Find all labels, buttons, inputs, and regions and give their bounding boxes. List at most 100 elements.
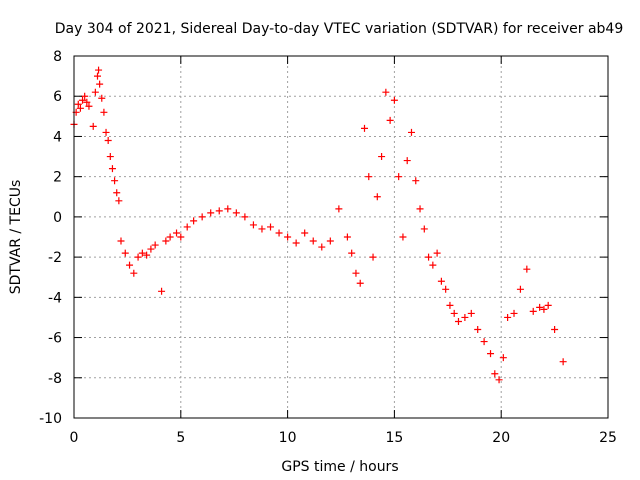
data-point (198, 213, 206, 221)
data-point (111, 177, 119, 185)
data-point (516, 285, 524, 293)
data-point (326, 237, 334, 245)
data-point (395, 173, 403, 181)
data-point (147, 245, 155, 253)
chart-title: Day 304 of 2021, Sidereal Day-to-day VTE… (55, 21, 624, 37)
data-point (309, 237, 317, 245)
data-point (258, 225, 266, 233)
data-point (215, 207, 223, 215)
data-point (151, 241, 159, 249)
data-point (100, 108, 108, 116)
data-point (504, 313, 512, 321)
x-tick-label: 20 (492, 430, 510, 446)
data-point (378, 153, 386, 161)
data-point (224, 205, 232, 213)
data-point (544, 301, 552, 309)
data-point (529, 307, 537, 315)
data-point (190, 217, 198, 225)
data-point (551, 326, 559, 334)
data-point (523, 265, 531, 273)
axis-ticks: 0 5 10 15 20 25 -10 -8 -6 -4 -2 0 2 4 6 8 (39, 49, 617, 446)
y-tick-label: 6 (53, 89, 62, 105)
data-point (232, 209, 240, 217)
data-point (130, 269, 138, 277)
data-point (480, 338, 488, 346)
data-point (416, 205, 424, 213)
data-point (104, 136, 112, 144)
data-point (93, 72, 101, 80)
data-point (95, 66, 103, 74)
x-axis-label: GPS time / hours (281, 459, 398, 475)
data-point (429, 261, 437, 269)
data-point (81, 92, 89, 100)
data-point (343, 233, 351, 241)
y-tick-label: 2 (53, 170, 62, 186)
data-points (70, 66, 567, 384)
data-point (207, 209, 215, 217)
data-point (356, 279, 364, 287)
data-point (158, 287, 166, 295)
data-point (241, 213, 249, 221)
y-tick-label: -6 (48, 331, 62, 347)
y-axis-label: SDTVAR / TECUs (8, 180, 24, 295)
data-point (267, 223, 275, 231)
data-point (162, 237, 170, 245)
data-point (386, 116, 394, 124)
data-point (467, 309, 475, 317)
data-point (499, 354, 507, 362)
x-tick-label: 5 (176, 430, 185, 446)
data-point (407, 128, 415, 136)
data-point (491, 370, 499, 378)
data-point (249, 221, 257, 229)
y-tick-label: -4 (48, 290, 62, 306)
data-point (74, 100, 82, 108)
data-point (284, 233, 292, 241)
data-point (173, 229, 181, 237)
data-point (425, 253, 433, 261)
y-tick-label: 0 (53, 210, 62, 226)
data-point (474, 326, 482, 334)
data-point (399, 233, 407, 241)
data-point (83, 98, 91, 106)
data-point (115, 197, 123, 205)
data-point (275, 229, 283, 237)
data-point (461, 313, 469, 321)
data-point (382, 88, 390, 96)
data-point (348, 249, 356, 257)
data-point (301, 229, 309, 237)
data-point (134, 253, 142, 261)
data-point (318, 243, 326, 251)
data-point (113, 189, 121, 197)
data-point (106, 153, 114, 161)
data-point (335, 205, 343, 213)
y-tick-label: -10 (39, 411, 62, 427)
data-point (487, 350, 495, 358)
data-point (420, 225, 428, 233)
data-point (143, 251, 151, 259)
data-point (437, 277, 445, 285)
data-point (96, 80, 104, 88)
data-point (352, 269, 360, 277)
y-tick-label: 8 (53, 49, 62, 65)
data-point (412, 177, 420, 185)
x-tick-label: 0 (70, 430, 79, 446)
data-point (390, 96, 398, 104)
grid-lines (74, 56, 608, 418)
data-point (89, 122, 97, 130)
x-tick-label: 10 (279, 430, 297, 446)
data-point (360, 124, 368, 132)
data-point (102, 128, 110, 136)
data-point (442, 285, 450, 293)
data-point (510, 309, 518, 317)
data-point (446, 301, 454, 309)
y-tick-label: -2 (48, 250, 62, 266)
x-tick-label: 25 (599, 430, 617, 446)
data-point (369, 253, 377, 261)
data-point (292, 239, 300, 247)
data-point (450, 309, 458, 317)
data-point (536, 303, 544, 311)
data-point (454, 317, 462, 325)
data-point (79, 96, 87, 104)
data-point (540, 305, 548, 313)
